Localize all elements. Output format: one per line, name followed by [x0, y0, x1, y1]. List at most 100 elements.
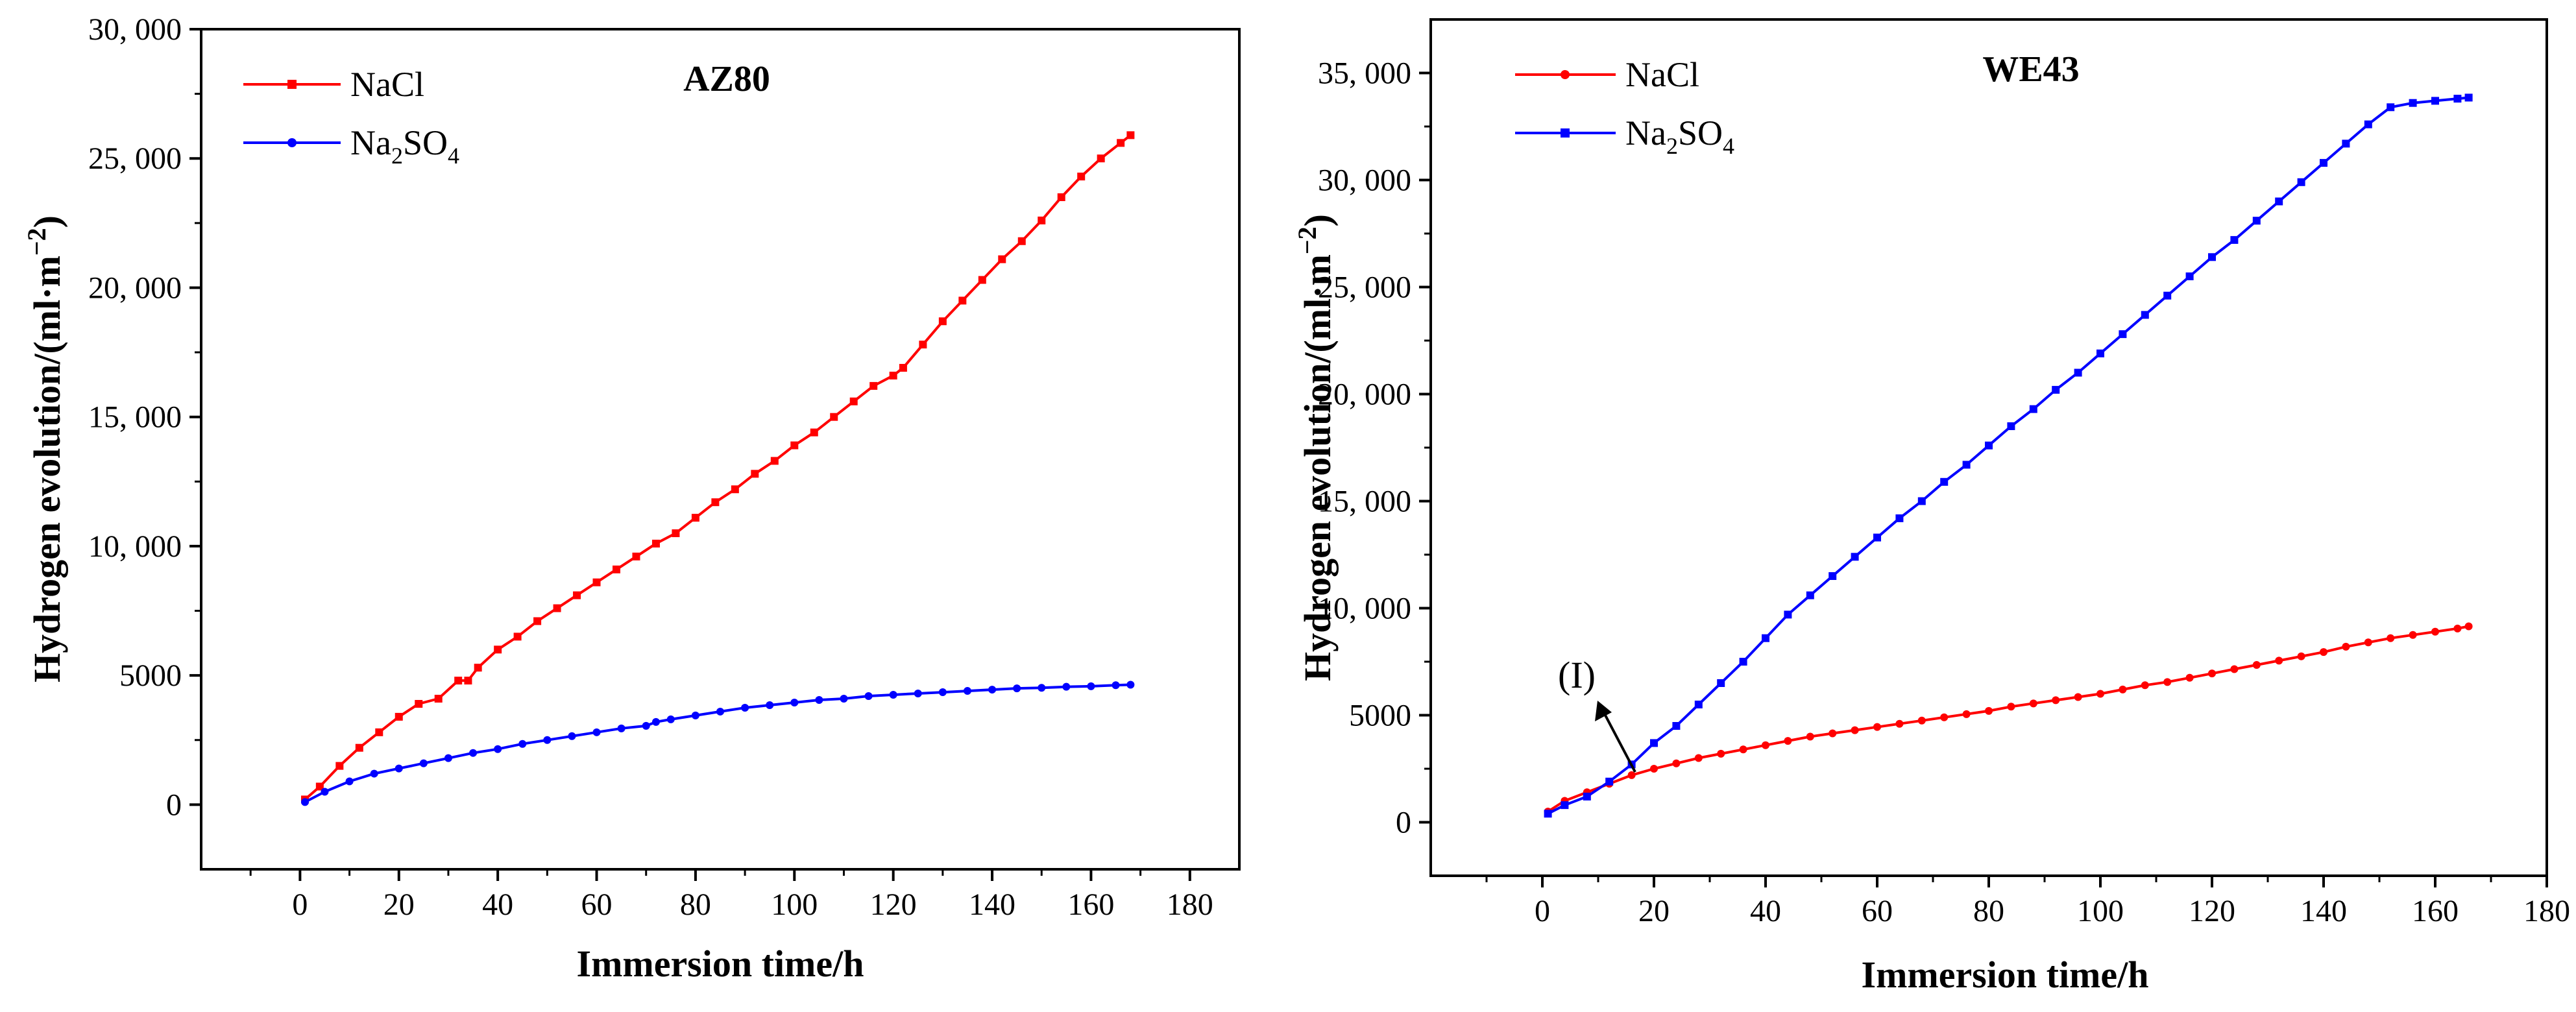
data-point-na2so4: [963, 687, 971, 695]
data-point-nacl: [889, 371, 897, 380]
data-point-na2so4: [2409, 99, 2417, 107]
y-tick-label: 20, 000: [1318, 378, 1411, 412]
legend-label-part: SO: [1678, 114, 1723, 152]
data-point-na2so4: [1784, 610, 1792, 619]
data-point-nacl: [2387, 634, 2395, 642]
data-point-na2so4: [1985, 441, 1993, 450]
data-point-nacl: [613, 565, 620, 573]
data-point-nacl: [375, 728, 383, 736]
data-point-nacl: [2007, 703, 2015, 711]
data-point-nacl: [1829, 729, 1837, 738]
data-point-nacl: [2342, 642, 2350, 651]
data-point-nacl: [1627, 771, 1636, 779]
y-tick-label: 10, 000: [88, 529, 182, 564]
x-tick-label: 120: [2189, 894, 2235, 928]
data-point-nacl: [1717, 749, 1725, 758]
x-axis: 0 20 40 60 80 100 120 140 160 180: [1485, 876, 2570, 928]
legend-marker-na2so4: [1561, 128, 1570, 138]
data-point-nacl: [1126, 131, 1135, 139]
data-point-na2so4: [469, 749, 478, 757]
series-layer: [1544, 93, 2473, 818]
data-point-nacl: [2320, 648, 2327, 657]
y-tick-label: 15, 000: [1318, 485, 1411, 519]
data-point-nacl: [958, 296, 967, 305]
chart-title: AZ80: [683, 59, 770, 99]
data-point-na2so4: [1583, 792, 1591, 801]
chart-az80: 0 20 40 60 80 100 120 140 160 180 0 5000 10, 000 15,…: [22, 12, 1241, 985]
y-tick-label: 0: [1396, 806, 1411, 840]
x-axis-title: Immersion time/h: [577, 943, 864, 985]
data-point-na2so4: [2074, 368, 2082, 377]
legend-marker-nacl: [287, 80, 297, 89]
data-point-nacl: [1784, 737, 1792, 745]
legend-label-na2so4: Na2SO4: [1625, 114, 1734, 159]
data-point-na2so4: [1829, 572, 1837, 580]
chart-title: WE43: [1982, 49, 2079, 90]
data-point-na2so4: [1605, 777, 1614, 786]
data-point-nacl: [2464, 622, 2473, 631]
data-point-na2so4: [301, 798, 309, 806]
plot-area-frame: [200, 28, 1241, 871]
data-point-nacl: [1917, 716, 1926, 725]
data-point-na2so4: [790, 698, 799, 706]
data-point-na2so4: [1650, 739, 1658, 747]
data-point-na2so4: [889, 691, 897, 699]
data-point-nacl: [849, 397, 858, 405]
data-point-na2so4: [2096, 349, 2104, 357]
x-tick-label: 20: [1638, 894, 1670, 928]
data-point-na2so4: [642, 721, 650, 730]
legend-marker-na2so4: [287, 138, 297, 147]
data-point-na2so4: [2029, 405, 2037, 413]
data-point-na2so4: [1806, 591, 1814, 599]
x-axis-title: Immersion time/h: [1862, 954, 2149, 996]
data-point-nacl: [2409, 631, 2417, 639]
legend-label-subscript: 2: [391, 143, 403, 169]
data-point-nacl: [553, 604, 561, 612]
annotation-arrow: [1601, 710, 1636, 773]
data-point-na2so4: [1739, 658, 1747, 666]
data-point-na2so4: [2320, 159, 2327, 167]
y-tick-label: 5000: [1349, 699, 1411, 733]
data-point-na2so4: [1717, 679, 1725, 687]
data-point-nacl: [2230, 665, 2239, 673]
data-point-na2so4: [568, 732, 576, 740]
data-point-na2so4: [2185, 272, 2194, 280]
data-point-na2so4: [716, 707, 724, 716]
y-axis-title: Hydrogen evolution/(ml·m−2): [22, 215, 68, 682]
data-point-na2so4: [2342, 139, 2350, 148]
data-point-na2so4: [2208, 253, 2216, 261]
data-point-nacl: [415, 699, 423, 708]
x-axis: 0 20 40 60 80 100 120 140 160 180: [249, 869, 1213, 922]
data-point-nacl: [474, 664, 482, 672]
series-line-nacl: [1547, 625, 2469, 813]
data-point-na2so4: [1762, 634, 1769, 642]
data-point-na2so4: [914, 690, 922, 698]
y-tick-label: 30, 000: [1318, 163, 1411, 198]
data-point-nacl: [1851, 726, 1859, 734]
y-tick-label: 25, 000: [88, 141, 182, 176]
x-tick-label: 180: [2523, 894, 2570, 928]
data-point-nacl: [434, 695, 443, 703]
data-point-nacl: [1117, 139, 1125, 147]
data-point-nacl: [2074, 693, 2082, 701]
data-point-nacl: [2252, 660, 2261, 669]
data-point-na2so4: [2052, 385, 2060, 394]
data-point-na2so4: [1544, 810, 1552, 818]
data-point-nacl: [751, 470, 759, 478]
data-point-na2so4: [691, 711, 699, 719]
data-point-nacl: [513, 632, 522, 641]
x-tick-label: 40: [1750, 894, 1781, 928]
x-tick-label: 100: [771, 887, 818, 922]
data-point-nacl: [533, 617, 542, 625]
data-point-nacl: [2297, 652, 2305, 660]
annotation-label: (I): [1558, 654, 1596, 696]
data-point-na2so4: [651, 717, 660, 726]
data-point-nacl: [1940, 713, 1949, 721]
y-tick-label: 5000: [119, 658, 182, 693]
data-point-na2so4: [2007, 422, 2015, 430]
data-point-na2so4: [2230, 235, 2239, 244]
data-point-na2so4: [419, 759, 428, 767]
data-point-na2so4: [2275, 197, 2283, 206]
data-point-na2so4: [2464, 93, 2473, 102]
